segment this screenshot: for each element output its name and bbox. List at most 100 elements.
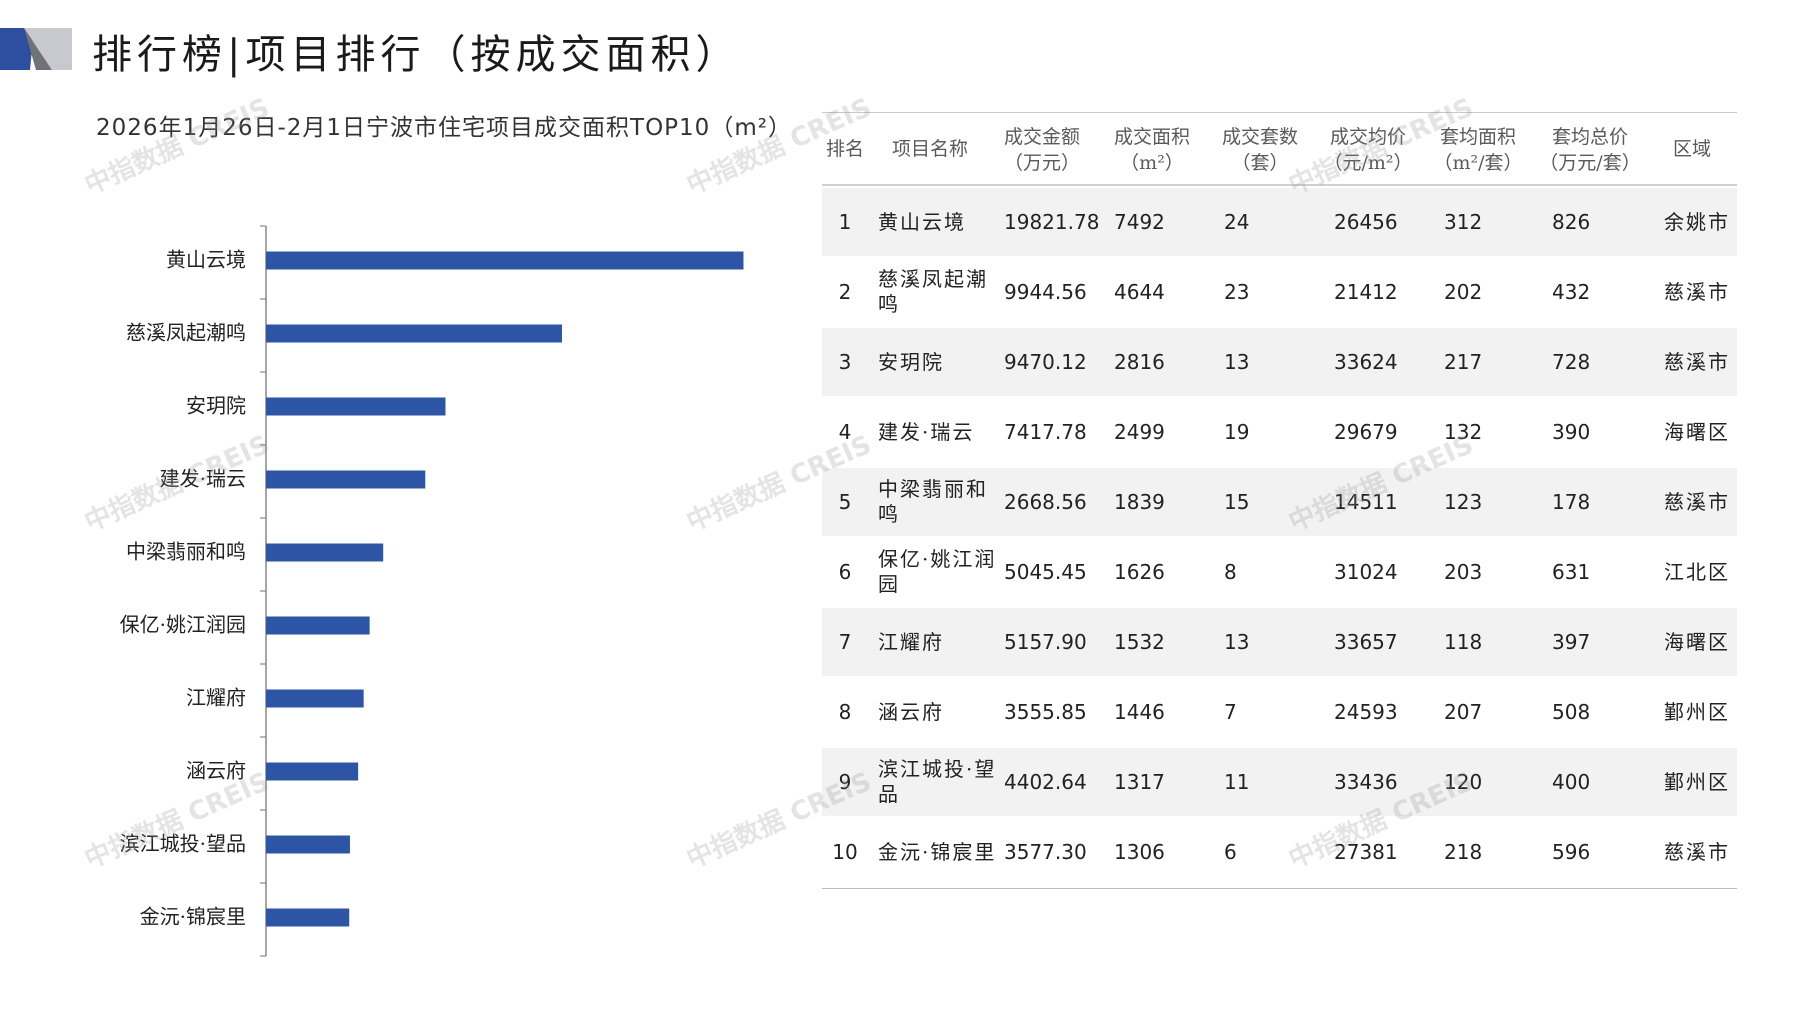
category-label: 安玥院 <box>186 394 246 418</box>
bar <box>266 543 384 562</box>
cell-rank: 3 <box>838 349 852 374</box>
header-amount: 成交金额 （万元） <box>1003 126 1080 174</box>
cell-units: 11 <box>1224 769 1250 794</box>
cell-avg-total: 826 <box>1552 209 1591 234</box>
cell-amount: 3577.30 <box>1004 839 1087 864</box>
cell-area: 4644 <box>1114 279 1165 304</box>
cell-avg-price: 33657 <box>1334 629 1398 654</box>
cell-project-name: 中梁翡丽和鸣 <box>878 477 988 526</box>
cell-avg-total: 397 <box>1552 629 1591 654</box>
cell-avg-price: 24593 <box>1334 699 1398 724</box>
header-avg-total: 套均总价 （万元/套） <box>1539 126 1641 174</box>
cell-project-name: 滨江城投·望品 <box>878 757 997 806</box>
category-label: 江耀府 <box>186 686 246 710</box>
header-divider <box>822 184 1737 186</box>
header-area: 成交面积 （m²） <box>1113 126 1190 174</box>
cell-amount: 9944.56 <box>1004 279 1087 304</box>
category-label: 慈溪凤起潮鸣 <box>126 321 246 345</box>
table-header: 排名 项目名称 成交金额 （万元） 成交面积 （m²） 成交套数 （套） 成交均价 （元… <box>822 116 1737 188</box>
cell-area: 1839 <box>1114 489 1165 514</box>
cell-rank: 8 <box>838 699 852 724</box>
header-rank: 排名 <box>825 138 864 160</box>
table-row: 8 涵云府 3555.85 1446 7 24593 207 508 鄞州区 <box>822 678 1737 746</box>
brand-logo-icon <box>0 28 72 70</box>
bar <box>266 689 364 708</box>
cell-region: 慈溪市 <box>1664 839 1730 864</box>
cell-units: 15 <box>1224 489 1250 514</box>
cell-avg-price: 33436 <box>1334 769 1398 794</box>
cell-avg-total: 508 <box>1552 699 1591 724</box>
category-label: 保亿·姚江润园 <box>120 613 246 637</box>
cell-units: 13 <box>1224 349 1250 374</box>
cell-avg-price: 26456 <box>1334 209 1398 234</box>
table-bottom-border <box>822 888 1737 889</box>
cell-area: 1626 <box>1114 559 1165 584</box>
cell-rank: 6 <box>838 559 852 584</box>
cell-region: 慈溪市 <box>1664 349 1730 374</box>
table-row: 10 金沅·锦宸里 3577.30 1306 6 27381 218 596 慈溪市 <box>822 818 1737 886</box>
cell-avg-price: 14511 <box>1334 489 1398 514</box>
cell-region: 鄞州区 <box>1664 699 1730 724</box>
cell-rank: 7 <box>838 629 852 654</box>
cell-area: 1446 <box>1114 699 1165 724</box>
category-label: 中梁翡丽和鸣 <box>126 540 246 564</box>
cell-avg-area: 218 <box>1444 839 1483 864</box>
table-row: 1 黄山云境 19821.78 7492 24 26456 312 826 余姚市 <box>822 188 1737 256</box>
chart-title: 2026年1月26日-2月1日宁波市住宅项目成交面积TOP10（m²） <box>96 115 792 141</box>
header-region: 区域 <box>1672 138 1711 160</box>
table-row: 9 滨江城投·望品 4402.64 1317 11 33436 120 400 鄞州区 <box>822 748 1737 816</box>
cell-amount: 4402.64 <box>1004 769 1087 794</box>
bar <box>266 251 744 270</box>
bar-chart: 黄山云境慈溪凤起潮鸣安玥院建发·瑞云中梁翡丽和鸣保亿·姚江润园江耀府涵云府滨江城… <box>120 225 744 957</box>
cell-project-name: 安玥院 <box>878 349 944 374</box>
cell-region: 海曙区 <box>1664 419 1730 444</box>
cell-units: 7 <box>1224 699 1237 724</box>
cell-rank: 10 <box>832 839 858 864</box>
header-name: 项目名称 <box>891 138 968 160</box>
cell-avg-area: 207 <box>1444 699 1483 724</box>
category-label: 金沅·锦宸里 <box>140 905 246 929</box>
table-row: 6 保亿·姚江润园 5045.45 1626 8 31024 203 631 江北区 <box>822 538 1737 606</box>
cell-avg-price: 21412 <box>1334 279 1398 304</box>
cell-avg-total: 596 <box>1552 839 1591 864</box>
cell-avg-total: 728 <box>1552 349 1591 374</box>
cell-region: 慈溪市 <box>1664 489 1730 514</box>
cell-project-name: 慈溪凤起潮鸣 <box>878 267 988 316</box>
cell-amount: 19821.78 <box>1004 209 1100 234</box>
cell-avg-area: 217 <box>1444 349 1483 374</box>
table-row: 4 建发·瑞云 7417.78 2499 19 29679 132 390 海曙区 <box>822 398 1737 466</box>
bar <box>266 324 562 343</box>
cell-units: 6 <box>1224 839 1237 864</box>
cell-project-name: 金沅·锦宸里 <box>878 839 997 864</box>
table-top-border <box>822 112 1737 113</box>
cell-avg-area: 132 <box>1444 419 1483 444</box>
cell-amount: 5157.90 <box>1004 629 1087 654</box>
cell-avg-area: 203 <box>1444 559 1483 584</box>
table-row: 7 江耀府 5157.90 1532 13 33657 118 397 海曙区 <box>822 608 1737 676</box>
cell-amount: 5045.45 <box>1004 559 1087 584</box>
cell-region: 余姚市 <box>1664 209 1730 234</box>
cell-units: 23 <box>1224 279 1250 304</box>
cell-rank: 2 <box>838 279 852 304</box>
table-row: 3 安玥院 9470.12 2816 13 33624 217 728 慈溪市 <box>822 328 1737 396</box>
table-row: 5 中梁翡丽和鸣 2668.56 1839 15 14511 123 178 慈溪市 <box>822 468 1737 536</box>
cell-avg-area: 120 <box>1444 769 1483 794</box>
cell-area: 2816 <box>1114 349 1165 374</box>
cell-rank: 5 <box>838 489 852 514</box>
cell-avg-total: 390 <box>1552 419 1591 444</box>
cell-avg-total: 631 <box>1552 559 1591 584</box>
cell-avg-area: 312 <box>1444 209 1483 234</box>
cell-region: 慈溪市 <box>1664 279 1730 304</box>
category-label: 涵云府 <box>186 759 246 783</box>
header-avg-price: 成交均价 （元/m²） <box>1323 126 1413 174</box>
page-title: 排行榜|项目排行（按成交面积） <box>92 32 741 78</box>
cell-rank: 1 <box>838 209 852 234</box>
cell-units: 8 <box>1224 559 1237 584</box>
cell-project-name: 保亿·姚江润园 <box>878 547 997 596</box>
category-label: 滨江城投·望品 <box>120 832 246 856</box>
cell-avg-area: 123 <box>1444 489 1483 514</box>
cell-area: 1317 <box>1114 769 1165 794</box>
bar <box>266 908 350 927</box>
cell-area: 1532 <box>1114 629 1165 654</box>
cell-project-name: 建发·瑞云 <box>878 419 975 444</box>
